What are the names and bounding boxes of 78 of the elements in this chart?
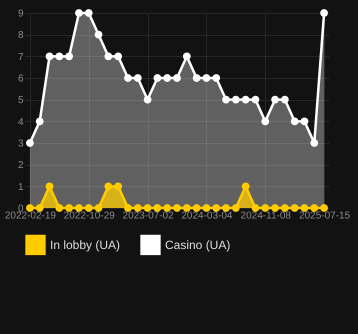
point [320,9,328,17]
point [202,74,210,82]
x-tick-label: 2022-10-29 [64,210,116,222]
point [252,204,260,212]
point [261,204,270,212]
point [320,204,328,212]
point [222,204,230,212]
point [65,52,73,60]
point [310,204,318,212]
point [242,96,250,104]
point [46,182,54,190]
point [212,204,220,212]
x-tick-label: 2023-07-02 [122,210,174,222]
point [173,204,181,212]
point [212,74,220,82]
point [271,96,279,104]
y-tick-label: 9 [18,8,24,20]
legend-label: In lobby (UA) [50,238,120,252]
point [26,204,34,212]
point [124,204,132,212]
point [134,204,142,212]
point [232,96,240,104]
point [281,96,289,104]
point [84,9,93,17]
point [84,204,93,212]
point [192,74,200,82]
x-tick-label: 2024-11-08 [240,210,292,222]
point [290,117,299,126]
y-tick-label: 6 [18,74,24,84]
point [114,52,122,60]
point [75,204,83,212]
y-tick-label: 2 [18,160,24,172]
point [300,117,308,126]
point [94,30,102,39]
point [300,204,308,212]
point [114,182,122,190]
y-tick-label: 4 [18,116,24,128]
y-tick-label: 3 [18,138,24,150]
point [232,204,240,212]
y-tick-label: 8 [18,30,24,42]
point [310,139,318,147]
point [173,74,181,82]
point [94,204,102,212]
x-tick-label: 2025-07-15 [299,210,351,222]
point [290,204,299,212]
point [104,182,112,190]
point [261,117,270,126]
point [134,74,142,82]
point [75,9,83,17]
point [26,139,34,147]
point [36,204,44,212]
point [182,52,191,60]
y-tick-label: 5 [18,95,24,106]
y-tick-label: 1 [18,182,24,193]
y-tick-label: 7 [18,52,24,63]
point [154,204,162,212]
point [55,204,64,212]
point [281,204,289,212]
point [144,96,152,104]
point [242,182,250,190]
x-tick-label: 2024-03-04 [181,210,233,222]
point [192,204,200,212]
point [65,204,73,212]
point [202,204,210,212]
point [271,204,279,212]
point [163,74,172,82]
point [36,117,44,126]
point [144,204,152,212]
point [182,204,191,212]
point [163,204,172,212]
point [252,96,260,104]
point [124,74,132,82]
point [46,52,54,60]
legend-label: Casino (UA) [165,238,230,252]
point [55,52,64,60]
point [154,74,162,82]
point [222,96,230,104]
point [104,52,112,60]
